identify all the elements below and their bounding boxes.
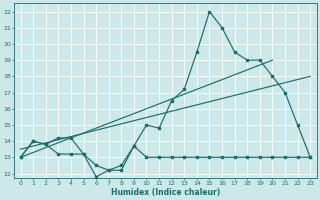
X-axis label: Humidex (Indice chaleur): Humidex (Indice chaleur) (111, 188, 220, 197)
